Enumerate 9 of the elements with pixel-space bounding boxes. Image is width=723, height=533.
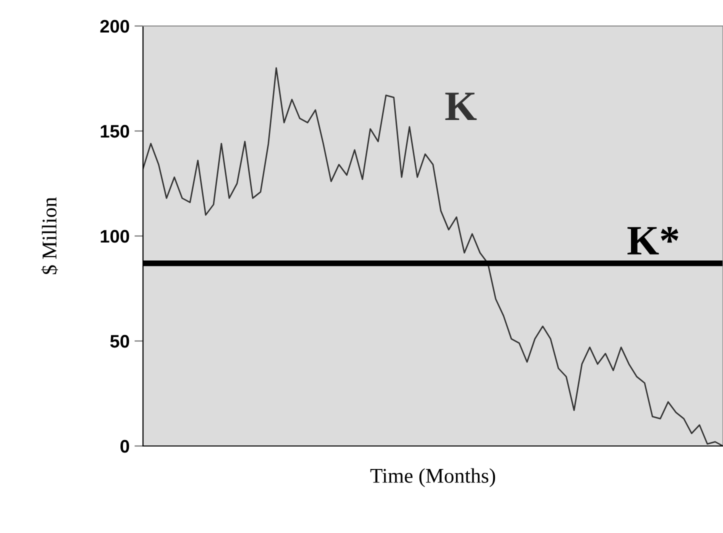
- series-label: K: [445, 92, 477, 120]
- ref-line-label: K*: [627, 226, 678, 254]
- y-axis-title: $ Million: [41, 197, 58, 274]
- y-tick-label: 150: [100, 124, 130, 138]
- y-tick-label: 0: [120, 440, 130, 453]
- x-axis-title: Time (Months): [370, 468, 496, 488]
- y-tick-label: 200: [100, 20, 130, 33]
- y-tick-label: 50: [110, 334, 130, 348]
- y-tick-label: 100: [100, 230, 130, 243]
